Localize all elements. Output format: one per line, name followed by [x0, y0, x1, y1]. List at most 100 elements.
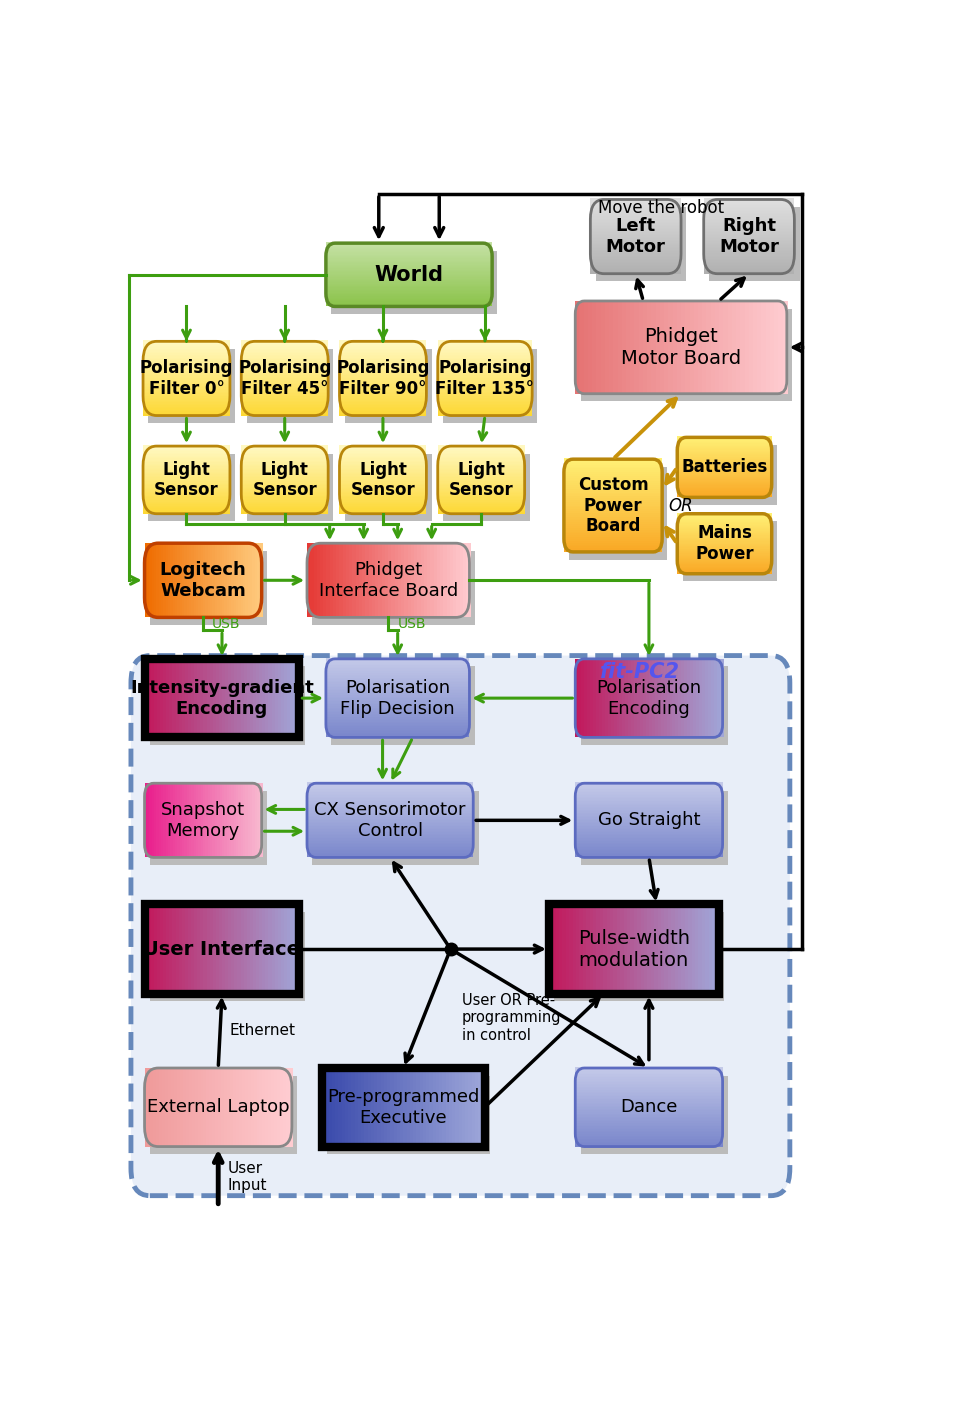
Bar: [326, 296, 492, 299]
Bar: [569, 466, 668, 560]
Bar: [434, 543, 439, 618]
Bar: [326, 657, 470, 660]
Bar: [339, 470, 426, 473]
Bar: [254, 543, 258, 618]
Bar: [678, 446, 772, 448]
Bar: [704, 234, 795, 237]
Bar: [590, 249, 681, 251]
Bar: [368, 1068, 372, 1146]
Bar: [575, 805, 722, 806]
Bar: [661, 659, 665, 737]
Bar: [678, 514, 772, 517]
Bar: [199, 784, 202, 857]
Bar: [575, 815, 722, 818]
Bar: [287, 904, 292, 993]
Bar: [575, 1091, 722, 1093]
Bar: [210, 659, 214, 737]
Bar: [143, 394, 230, 397]
Bar: [569, 904, 574, 993]
Bar: [723, 300, 729, 394]
Bar: [339, 463, 426, 466]
Bar: [770, 300, 776, 394]
Bar: [143, 466, 230, 469]
Bar: [332, 666, 475, 745]
Bar: [575, 1105, 722, 1107]
Bar: [173, 784, 176, 857]
Bar: [438, 391, 532, 394]
Bar: [678, 456, 772, 459]
Bar: [353, 543, 357, 618]
Bar: [339, 502, 426, 504]
Bar: [144, 784, 148, 857]
Bar: [704, 266, 795, 269]
Bar: [427, 543, 432, 618]
Bar: [634, 659, 639, 737]
Bar: [326, 674, 470, 677]
Bar: [438, 497, 525, 500]
Bar: [143, 404, 230, 407]
Text: Light
Sensor: Light Sensor: [448, 461, 514, 499]
Bar: [326, 724, 470, 727]
Bar: [678, 455, 772, 458]
Bar: [678, 529, 772, 530]
Bar: [161, 784, 165, 857]
Bar: [575, 1087, 722, 1090]
Bar: [438, 374, 532, 377]
Bar: [678, 442, 772, 445]
Bar: [613, 300, 619, 394]
Bar: [678, 554, 772, 555]
Bar: [363, 543, 367, 618]
Bar: [326, 255, 492, 256]
Bar: [326, 721, 470, 723]
Bar: [326, 733, 470, 735]
Bar: [241, 455, 329, 456]
Bar: [189, 543, 193, 618]
Bar: [564, 543, 662, 547]
Bar: [575, 802, 722, 803]
Bar: [147, 784, 151, 857]
Bar: [326, 687, 470, 690]
Bar: [583, 904, 588, 993]
Bar: [575, 1117, 722, 1119]
Bar: [617, 300, 623, 394]
Bar: [174, 1068, 178, 1146]
Bar: [394, 1068, 399, 1146]
Bar: [326, 259, 492, 262]
Bar: [143, 387, 230, 388]
Bar: [143, 497, 230, 500]
Bar: [199, 543, 202, 618]
Bar: [631, 904, 636, 993]
Bar: [339, 499, 426, 502]
Bar: [575, 1101, 722, 1104]
Bar: [143, 381, 230, 384]
Bar: [441, 543, 445, 618]
Text: Polarising
Filter 135°: Polarising Filter 135°: [436, 359, 534, 398]
Bar: [740, 300, 746, 394]
Bar: [176, 1068, 181, 1146]
Bar: [705, 904, 710, 993]
Bar: [213, 543, 216, 618]
Bar: [438, 487, 525, 489]
Bar: [326, 696, 470, 699]
Bar: [704, 210, 795, 213]
Bar: [404, 1068, 409, 1146]
Bar: [590, 224, 681, 227]
Bar: [241, 395, 329, 398]
Bar: [678, 487, 772, 490]
Bar: [184, 543, 188, 618]
Bar: [564, 492, 662, 495]
Bar: [219, 659, 223, 737]
Bar: [575, 1093, 722, 1095]
Bar: [143, 390, 230, 391]
Bar: [572, 904, 577, 993]
Bar: [339, 462, 426, 465]
Bar: [150, 551, 267, 625]
Bar: [580, 666, 728, 745]
Bar: [241, 412, 329, 415]
Bar: [326, 735, 470, 737]
Bar: [564, 482, 662, 485]
Bar: [339, 378, 426, 381]
Bar: [552, 904, 557, 993]
Bar: [564, 517, 662, 520]
Bar: [326, 700, 470, 703]
